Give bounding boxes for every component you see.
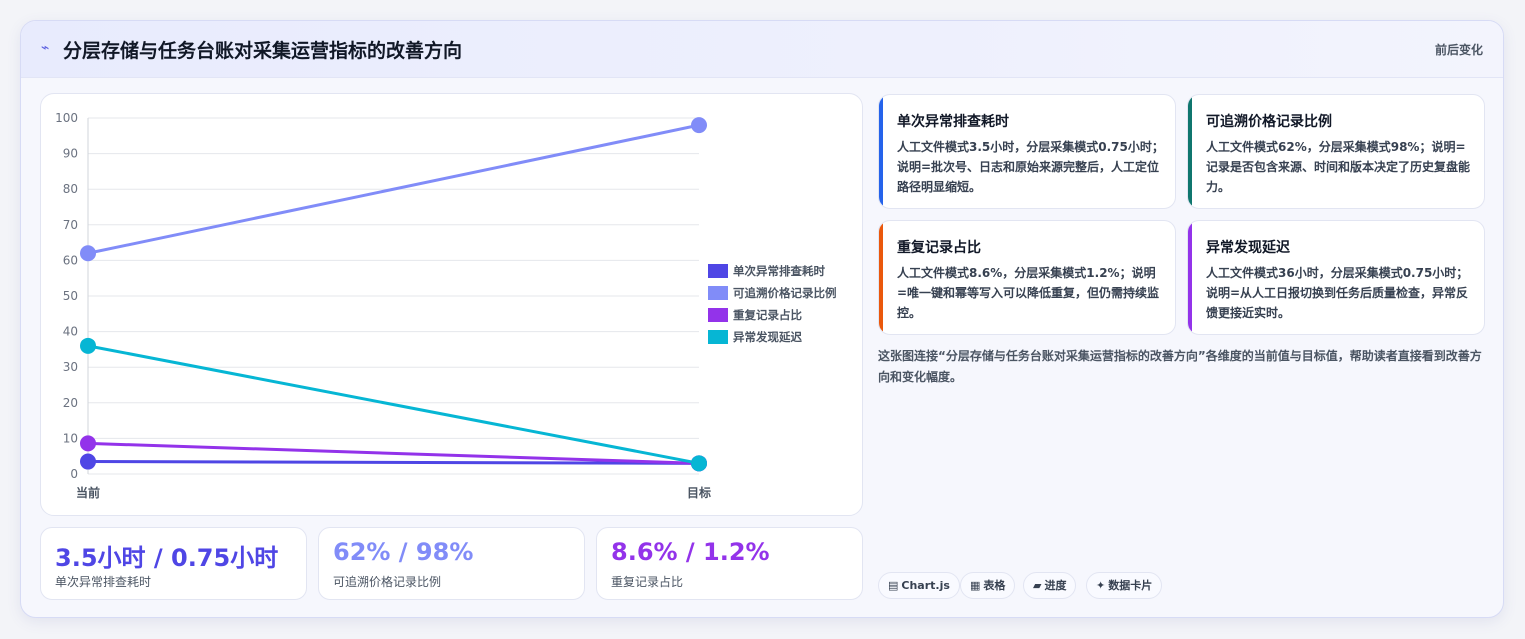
info-card-text: 人工文件模式62%，分层采集模式98%；说明=记录是否包含来源、时间和版本决定了…	[1206, 140, 1471, 194]
info-card-text: 人工文件模式36小时，分层采集模式0.75小时；说明=从人工日报切换到任务后质量…	[1206, 266, 1469, 320]
legend-label: 异常发现延迟	[733, 330, 802, 344]
legend-swatch	[708, 330, 728, 344]
stat-card-3: 8.6% / 1.2% 重复记录占比	[596, 527, 863, 600]
y-tick-label: 30	[63, 360, 78, 374]
table-icon: ▦	[970, 579, 981, 592]
info-card-title: 重复记录占比	[897, 240, 981, 256]
stat-value: 62% / 98%	[333, 538, 474, 566]
series-line-3	[87, 441, 700, 465]
info-card-text: 人工文件模式8.6%，分层采集模式1.2%；说明=唯一键和幂等写入可以降低重复，…	[897, 266, 1160, 320]
series-line-4	[87, 344, 700, 465]
y-tick-label: 0	[70, 467, 78, 481]
tag-chartjs[interactable]: ▤ Chart.js	[878, 572, 960, 599]
legend-label: 可追溯价格记录比例	[733, 286, 837, 300]
tag-label: 数据卡片	[1108, 579, 1153, 592]
stat-label: 重复记录占比	[611, 575, 684, 589]
info-card-title: 单次异常排查耗时	[897, 114, 1009, 130]
info-card-3: 重复记录占比 人工文件模式8.6%，分层采集模式1.2%；说明=唯一键和幂等写入…	[878, 220, 1176, 335]
tag-table[interactable]: ▦ 表格	[960, 572, 1016, 599]
y-tick-label: 40	[63, 325, 78, 339]
panel-header: ⌁ 分层存储与任务台账对采集运营指标的改善方向 前后变化	[21, 21, 1503, 78]
info-card-2: 可追溯价格记录比例 人工文件模式62%，分层采集模式98%；说明=记录是否包含来…	[1187, 94, 1485, 209]
y-tick-label: 90	[63, 147, 78, 161]
y-tick-label: 50	[63, 289, 78, 303]
accent-bar	[879, 221, 883, 334]
stat-value: 8.6% / 1.2%	[611, 538, 770, 566]
sparkle-icon: ✦	[1096, 579, 1106, 592]
data-point	[80, 337, 96, 354]
series-line-2	[87, 123, 700, 255]
tag-label: 表格	[983, 579, 1006, 592]
info-card-1: 单次异常排查耗时 人工文件模式3.5小时，分层采集模式0.75小时；说明=批次号…	[878, 94, 1176, 209]
accent-bar	[1188, 221, 1192, 334]
stat-label: 可追溯价格记录比例	[333, 575, 442, 589]
tag-label: Chart.js	[901, 579, 950, 592]
trend-icon: ⌁	[41, 40, 50, 56]
accent-bar	[1188, 95, 1192, 208]
stat-label: 单次异常排查耗时	[55, 575, 152, 589]
stat-value: 3.5小时 / 0.75小时	[55, 544, 279, 572]
chart-description: 这张图连接“分层存储与任务台账对采集运营指标的改善方向”各维度的当前值与目标值，…	[878, 349, 1482, 384]
legend-swatch	[708, 308, 728, 322]
data-point	[80, 453, 96, 470]
info-card-text: 人工文件模式3.5小时，分层采集模式0.75小时；说明=批次号、日志和原始来源完…	[897, 140, 1164, 194]
info-card-4: 异常发现延迟 人工文件模式36小时，分层采集模式0.75小时；说明=从人工日报切…	[1187, 220, 1485, 335]
legend-label: 重复记录占比	[733, 308, 802, 322]
legend-swatch	[708, 286, 728, 300]
data-point	[691, 117, 707, 134]
legend-swatch	[708, 264, 728, 278]
tag-label: 进度	[1044, 579, 1067, 592]
y-tick-label: 70	[63, 218, 78, 232]
stat-card-1: 3.5小时 / 0.75小时 单次异常排查耗时	[40, 527, 307, 600]
y-tick-label: 10	[63, 431, 78, 445]
info-card-title: 可追溯价格记录比例	[1206, 114, 1332, 130]
x-tick-label: 目标	[687, 485, 711, 500]
x-tick-label: 当前	[76, 485, 100, 500]
series-line-1	[87, 460, 700, 465]
legend-label: 单次异常排查耗时	[733, 264, 825, 278]
accent-bar	[879, 95, 883, 208]
line-chart-container: 0 10 20 30 40 50 60 70 80 90 100 当前 目标 单次异常排查耗时 可追溯价格记…	[40, 93, 863, 516]
header-badge: 前后变化	[1434, 43, 1483, 57]
data-point	[80, 435, 96, 452]
page-title: 分层存储与任务台账对采集运营指标的改善方向	[63, 40, 463, 62]
data-point	[691, 455, 707, 472]
stat-card-2: 62% / 98% 可追溯价格记录比例	[318, 527, 585, 600]
progress-icon: ▰	[1033, 579, 1042, 592]
tag-progress[interactable]: ▰ 进度	[1023, 572, 1077, 599]
chart-icon: ▤	[888, 579, 899, 592]
y-tick-label: 60	[63, 253, 78, 267]
info-card-title: 异常发现延迟	[1206, 240, 1290, 256]
y-tick-label: 100	[55, 111, 78, 125]
line-chart: 0 10 20 30 40 50 60 70 80 90 100 当前 目标 单次异常排查耗时可追溯价格记…	[55, 111, 837, 500]
data-point	[80, 245, 96, 262]
tag-data-card[interactable]: ✦ 数据卡片	[1086, 572, 1163, 599]
y-tick-label: 20	[63, 396, 78, 410]
panel-card: ⌁ 分层存储与任务台账对采集运营指标的改善方向 前后变化 0 10 20 30 40 50…	[20, 20, 1504, 618]
y-tick-label: 80	[63, 182, 78, 196]
